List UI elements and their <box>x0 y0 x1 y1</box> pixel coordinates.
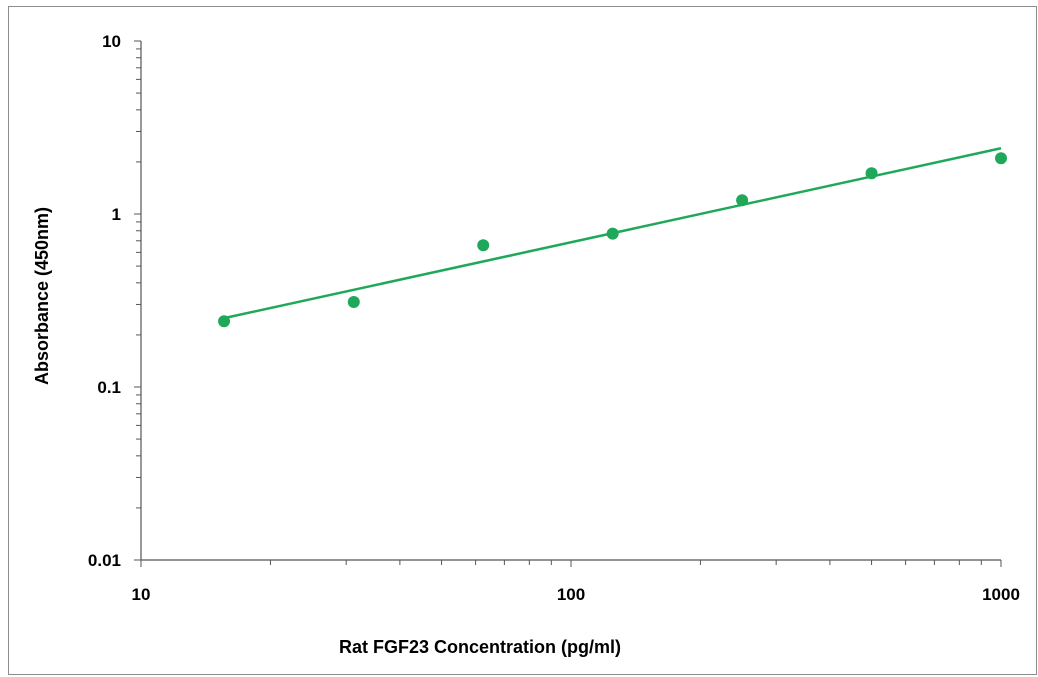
y-tick-label: 0.1 <box>97 378 121 397</box>
x-tick-label: 100 <box>557 585 585 604</box>
data-point <box>218 315 231 328</box>
x-tick-label: 10 <box>132 585 151 604</box>
data-point <box>995 152 1007 165</box>
tick-labels: 10 100 1000 0.01 0.1 1 10 <box>88 32 1020 604</box>
data-point <box>347 295 360 308</box>
y-axis-title: Absorbance (450nm) <box>32 207 52 385</box>
data-point <box>736 194 749 207</box>
chart-border <box>8 6 1037 675</box>
data-points <box>218 152 1007 328</box>
y-tick-label: 1 <box>112 205 121 224</box>
x-tick-label: 1000 <box>982 585 1020 604</box>
data-point <box>865 167 878 180</box>
y-tick-label: 0.01 <box>88 551 121 570</box>
data-point <box>606 227 619 240</box>
data-point <box>477 239 490 252</box>
y-tick-label: 10 <box>102 32 121 51</box>
axes <box>134 40 1002 567</box>
x-axis-title: Rat FGF23 Concentration (pg/ml) <box>339 637 621 657</box>
